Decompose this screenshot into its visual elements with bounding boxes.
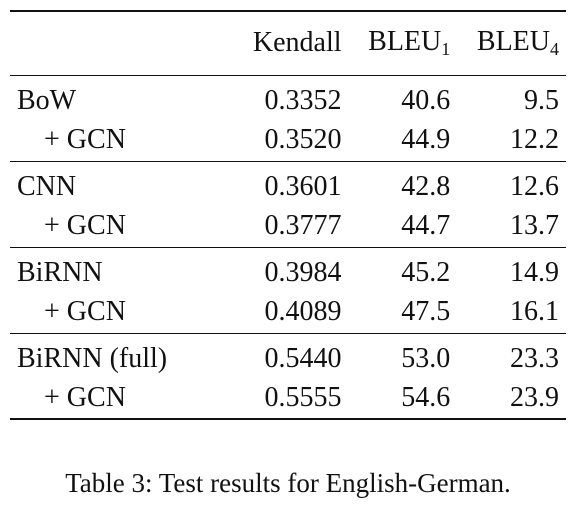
- row-bleu1: 47.5: [401, 295, 451, 327]
- row-kendall: 0.5555: [264, 381, 342, 413]
- row-bleu1: 44.7: [401, 209, 451, 241]
- row-kendall: 0.3777: [264, 209, 342, 241]
- row-model: + GCN: [44, 123, 126, 155]
- table-row: CNN 0.3601 42.8 12.6: [10, 161, 566, 207]
- row-bleu1: 44.9: [401, 123, 451, 155]
- table-row: + GCN 0.3520 44.9 12.2: [10, 121, 566, 161]
- table-row: + GCN 0.4089 47.5 16.1: [10, 293, 566, 333]
- row-model: BiRNN: [17, 257, 103, 289]
- row-kendall: 0.5440: [264, 343, 342, 375]
- table-body: BoW 0.3352 40.6 9.5 + GCN 0.3520 44.9 12…: [10, 75, 566, 419]
- header-model: [10, 11, 232, 75]
- table-row: + GCN 0.3777 44.7 13.7: [10, 207, 566, 247]
- row-bleu4: 13.7: [510, 209, 559, 241]
- header-bleu4: BLEU4: [476, 26, 559, 60]
- row-bleu4: 9.5: [524, 85, 559, 117]
- row-model: CNN: [17, 171, 77, 203]
- row-model: + GCN: [44, 209, 126, 241]
- table-row: BiRNN (full) 0.5440 53.0 23.3: [10, 333, 566, 379]
- row-kendall: 0.3520: [264, 123, 342, 155]
- table-row: + GCN 0.5555 54.6 23.9: [10, 379, 566, 419]
- header-kendall: Kendall: [252, 27, 342, 59]
- row-bleu1: 53.0: [401, 343, 451, 375]
- row-bleu4: 23.3: [510, 343, 559, 375]
- row-kendall: 0.3352: [264, 85, 342, 117]
- row-bleu4: 12.6: [510, 171, 559, 203]
- table-row: BoW 0.3352 40.6 9.5: [10, 75, 566, 121]
- row-model: BoW: [17, 85, 77, 117]
- row-model: + GCN: [44, 295, 126, 327]
- row-bleu4: 23.9: [510, 381, 559, 413]
- row-bleu1: 54.6: [401, 381, 451, 413]
- row-kendall: 0.4089: [264, 295, 342, 327]
- row-kendall: 0.3984: [264, 257, 342, 289]
- table-header: Kendall BLEU1 BLEU4: [10, 11, 566, 75]
- row-model: BiRNN (full): [17, 343, 168, 375]
- row-kendall: 0.3601: [264, 171, 342, 203]
- row-bleu4: 16.1: [510, 295, 559, 327]
- row-bleu4: 12.2: [510, 123, 559, 155]
- header-bleu1: BLEU1: [368, 26, 451, 60]
- row-bleu1: 45.2: [401, 257, 451, 289]
- row-model: + GCN: [44, 381, 126, 413]
- row-bleu1: 42.8: [401, 171, 451, 203]
- row-bleu4: 14.9: [510, 257, 559, 289]
- results-table: Kendall BLEU1 BLEU4 BoW 0.3352 40.6 9.5 …: [10, 10, 566, 420]
- table-caption: Table 3: Test results for English-German…: [65, 468, 511, 498]
- row-bleu1: 40.6: [401, 85, 451, 117]
- table-row: BiRNN 0.3984 45.2 14.9: [10, 247, 566, 293]
- header-row: Kendall BLEU1 BLEU4: [10, 11, 566, 75]
